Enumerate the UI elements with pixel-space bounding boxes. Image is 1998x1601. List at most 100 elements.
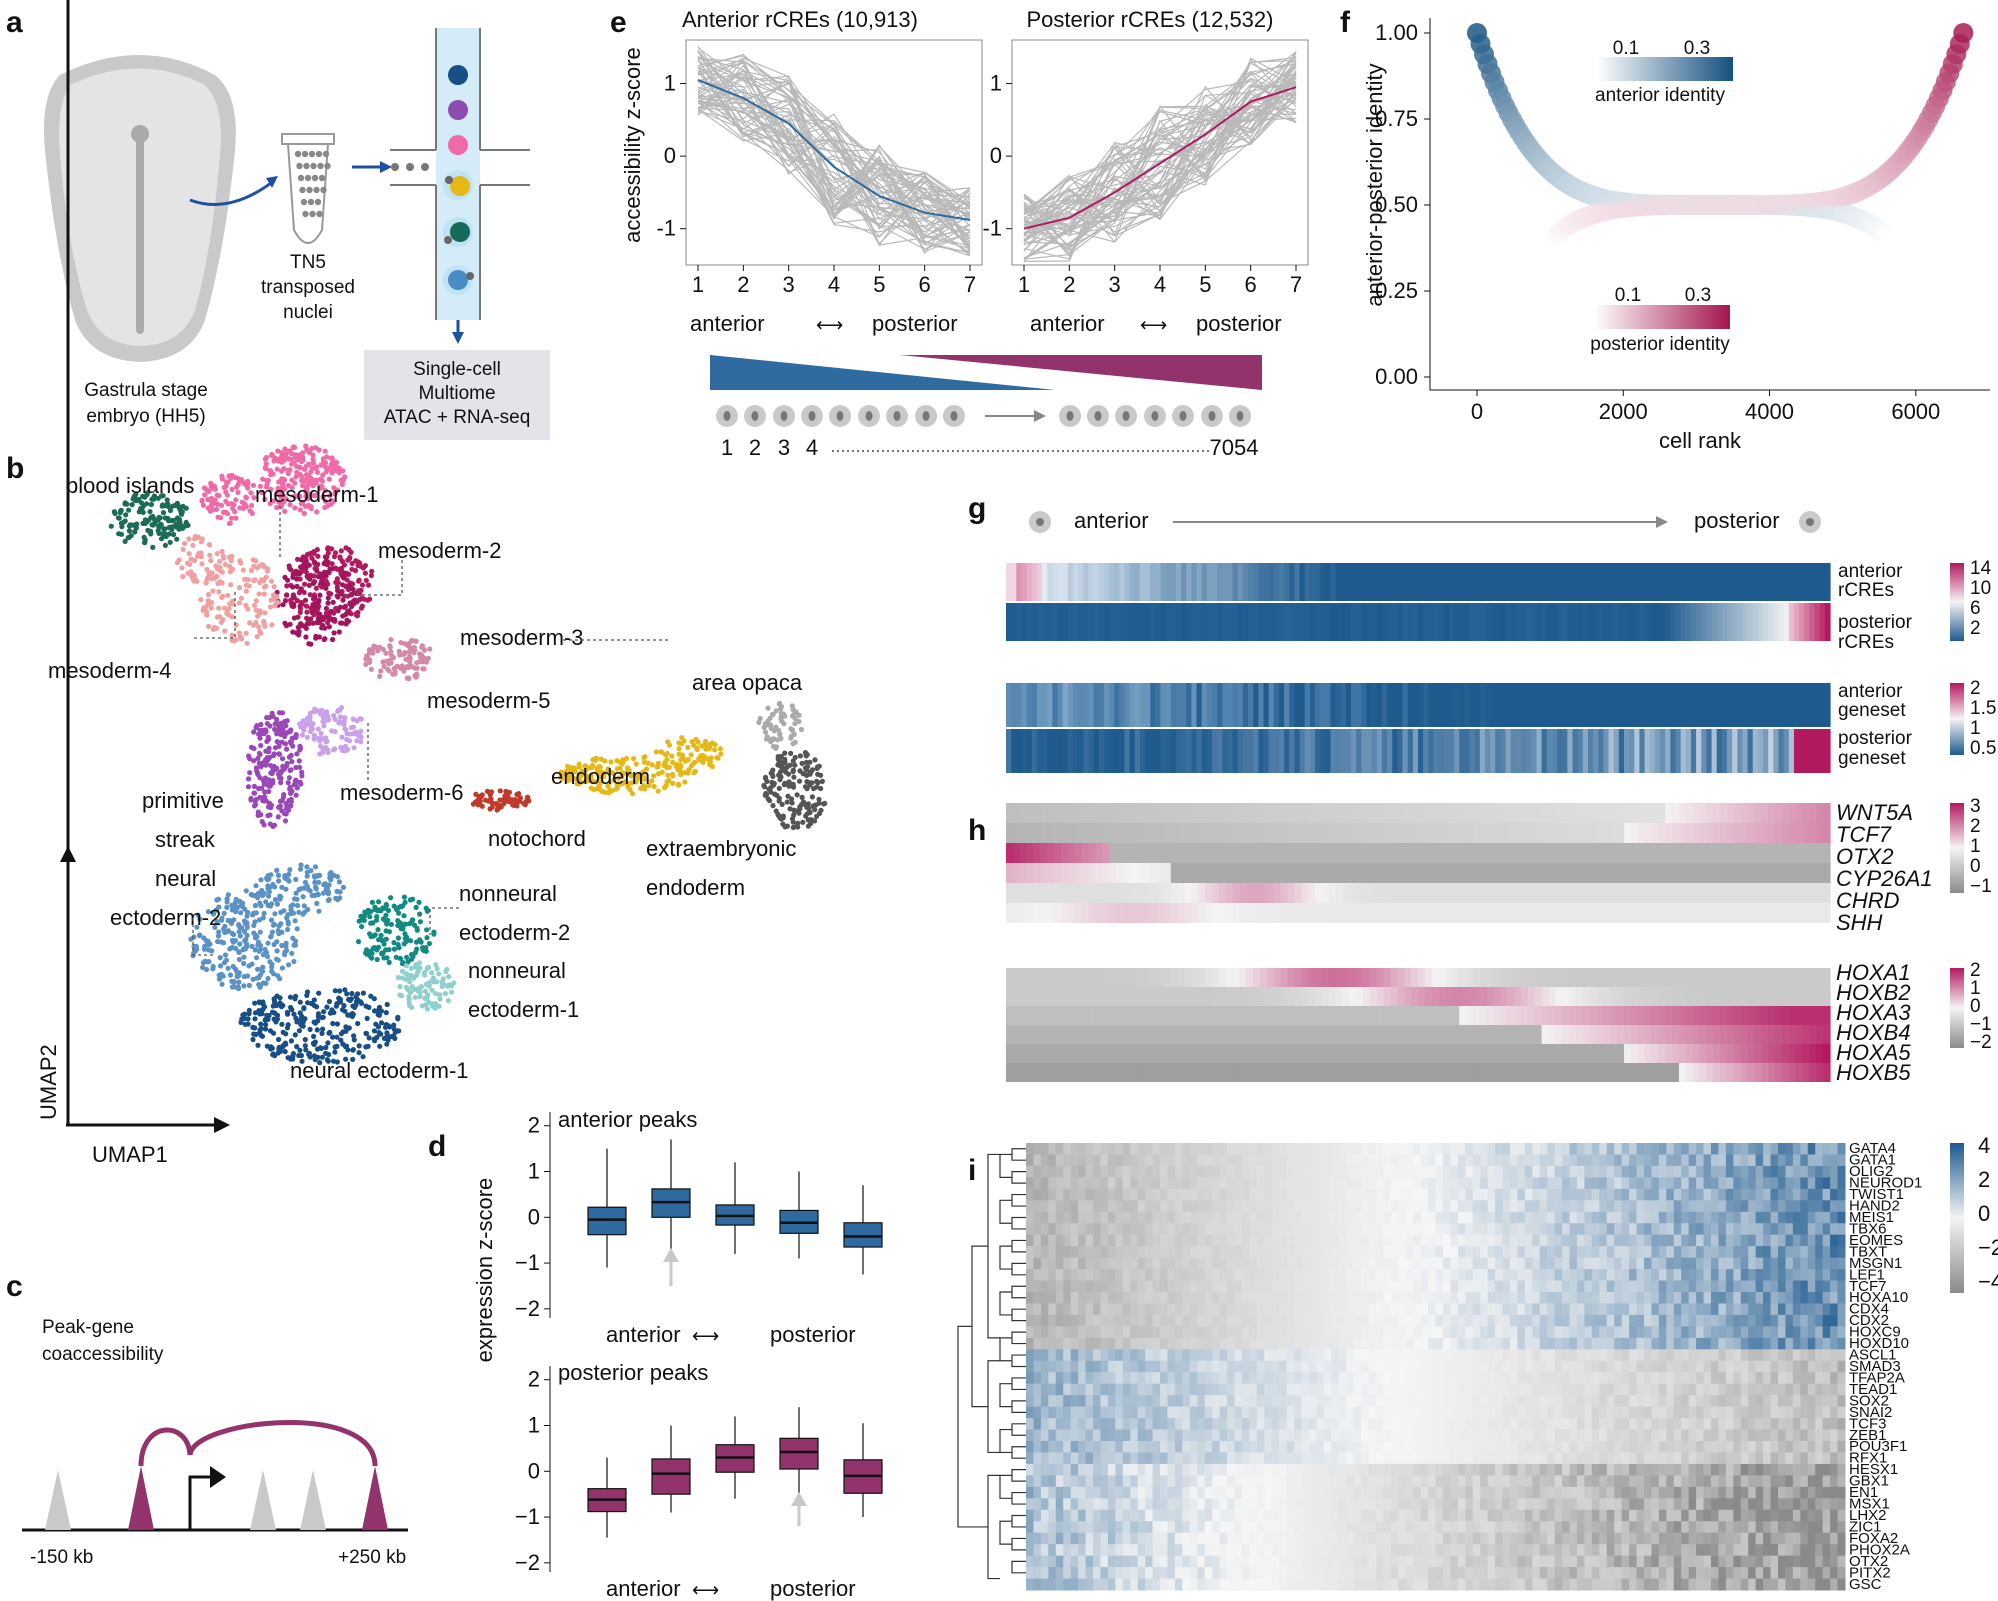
h-gene-cell (1335, 903, 1344, 923)
posterior-rcres-cell (1484, 603, 1491, 641)
h-gene-cell (1823, 903, 1831, 923)
umap-cell-dot (307, 1026, 313, 1032)
h-gene-cell (1472, 803, 1481, 823)
anterior-geneset-cell (1278, 683, 1285, 727)
umap-cell-dot (232, 474, 238, 481)
umap-cell-dot (351, 745, 357, 751)
hox-gene-cell (1315, 968, 1323, 987)
umap-cell-dot (400, 926, 406, 932)
h-gene-cell (1555, 903, 1563, 923)
posterior-geneset-cell (1258, 729, 1265, 773)
posterior-rcres-cell (1124, 603, 1131, 641)
posterior-geneset-cell (1752, 729, 1759, 773)
h-gene-cell (1170, 803, 1179, 823)
posterior-geneset-cell (1809, 729, 1816, 773)
hox-gene-cell (1109, 987, 1117, 1006)
h-gene-cell (1047, 883, 1055, 903)
umap-cell-dot (386, 959, 392, 966)
h-gene-cell (1239, 823, 1247, 843)
anterior-rcres-cell (1824, 563, 1831, 601)
anterior-rcres-cell (1057, 563, 1064, 601)
h-gene-cell (1067, 903, 1076, 923)
umap-cell-dot (283, 940, 289, 946)
h-gene-cell (1617, 823, 1625, 843)
anterior-rcres-cell (1479, 563, 1486, 601)
h-gene-cell (1493, 823, 1501, 843)
h-gene-cell (1026, 883, 1035, 903)
umap-cell-dot (294, 576, 300, 582)
umap-cell-dot (525, 796, 531, 802)
anterior-geneset-cell (1242, 683, 1249, 727)
anterior-geneset-cell (1181, 683, 1187, 727)
hox-gene-cell (1150, 987, 1158, 1006)
anterior-rcres-cell (1711, 563, 1718, 601)
h-gene-cell (1658, 863, 1666, 883)
h-gene-cell (1383, 823, 1392, 843)
hox-gene-cell (1198, 987, 1206, 1006)
umap-cell-dot (257, 972, 263, 978)
umap-cell-dot (420, 666, 426, 672)
umap-cell-dot (371, 1036, 377, 1042)
x-tick-label: 2 (737, 272, 749, 297)
umap-cell-dot (295, 624, 301, 631)
posterior-rcres-cell (1598, 603, 1604, 641)
hox-gene-cell (1095, 987, 1103, 1006)
anterior-rcres-cell (1438, 563, 1445, 601)
posterior-rcres-cell (1448, 603, 1455, 641)
h-gene-cell (1012, 903, 1021, 923)
umap-cell-dot (703, 738, 709, 745)
umap-cell-dot (417, 919, 423, 925)
h-gene-cell (1212, 843, 1220, 863)
anterior-geneset-cell (1696, 683, 1702, 727)
umap-cell-dot (411, 922, 418, 928)
umap-cell-dot (314, 568, 320, 574)
anterior-geneset-cell (1428, 683, 1435, 727)
h-gene-cell (1472, 903, 1481, 923)
h-gene-cell (1026, 863, 1035, 883)
umap-label-14: ectoderm-1 (468, 997, 579, 1022)
anterior-rcres-cell (1809, 563, 1816, 601)
posterior-geneset-cell (1072, 729, 1079, 773)
h-gene-cell (1596, 883, 1604, 903)
coaccessibility-arcs (138, 1420, 378, 1467)
umap-cell-dot (332, 489, 338, 495)
panel-g-heatmaps (1006, 563, 1831, 773)
umap-cell-dot (264, 875, 270, 881)
hox-gene-cell (1624, 968, 1632, 987)
umap-cell-dot (264, 1043, 270, 1049)
h-gene-cell (1459, 883, 1467, 903)
umap-cell-dot (293, 764, 299, 771)
umap-cell-dot (290, 601, 297, 607)
umap-cell-dot (407, 645, 414, 651)
anterior-geneset-cell (1273, 683, 1280, 727)
hox-gene-cell (1534, 968, 1543, 987)
hox-gene-cell (1720, 968, 1728, 987)
h-gene-cell (1115, 863, 1124, 883)
tube-body-icon (286, 143, 330, 244)
umap-cell-dot (395, 935, 401, 941)
umap-cell-dot (270, 713, 276, 719)
posterior-geneset-cell (1479, 729, 1486, 773)
h-gene-cell (1781, 883, 1790, 903)
posterior-geneset-cell (1340, 729, 1347, 773)
umap-cell-dot (417, 994, 423, 1000)
hox-gene-cell (1555, 987, 1563, 1006)
umap-cell-dot (250, 482, 256, 488)
posterior-rcres-cell (1644, 603, 1651, 641)
hox-gene-cell (1479, 987, 1488, 1006)
umap-cell-dot (325, 1040, 331, 1046)
h-gene-cell (1177, 803, 1186, 823)
anterior-geneset-cell (1618, 683, 1625, 727)
umap-cell-dot (222, 605, 228, 611)
h-gene-cell (1170, 883, 1179, 903)
h-gene-cell (1424, 883, 1433, 903)
umap-cell-dot (358, 563, 364, 569)
h-gene-cell (1466, 803, 1474, 823)
posterior-rcres-cell (1237, 603, 1244, 641)
posterior-rcres-cell (1361, 603, 1368, 641)
hox-gene-cell (1328, 987, 1337, 1006)
anterior-geneset-cell (1031, 683, 1038, 727)
h-gene-cell (1431, 883, 1440, 903)
umap-cell-dot (246, 583, 252, 589)
anterior-rcres-cell (1412, 563, 1419, 601)
